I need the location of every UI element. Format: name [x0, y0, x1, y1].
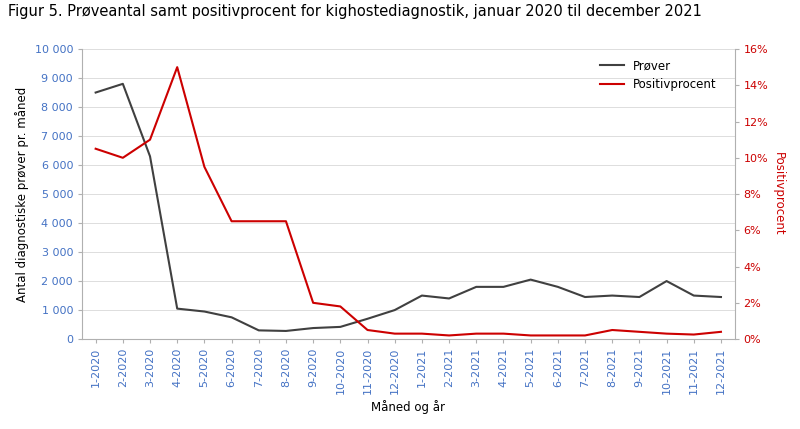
Positivprocent [308, 300, 318, 305]
Prøver [634, 294, 644, 299]
Prøver [417, 293, 426, 298]
Positivprocent [335, 304, 345, 309]
Positivprocent [526, 333, 535, 338]
Text: Figur 5. Prøveantal samt positivprocent for kighostediagnostik, januar 2020 til : Figur 5. Prøveantal samt positivprocent … [8, 4, 702, 19]
Positivprocent [173, 65, 182, 70]
Positivprocent [471, 331, 481, 336]
Prøver [281, 328, 290, 333]
Positivprocent [362, 327, 372, 332]
Positivprocent [199, 164, 209, 169]
Positivprocent [553, 333, 562, 338]
Positivprocent [254, 219, 263, 224]
Prøver [526, 277, 535, 282]
Positivprocent [716, 329, 726, 334]
Prøver [444, 296, 454, 301]
Prøver [662, 278, 671, 284]
Prøver [308, 326, 318, 331]
Line: Prøver: Prøver [96, 84, 721, 331]
Positivprocent [146, 137, 155, 142]
Positivprocent [226, 219, 236, 224]
Prøver [91, 90, 101, 95]
Prøver [173, 306, 182, 311]
Positivprocent [281, 219, 290, 224]
Prøver [226, 315, 236, 320]
Prøver [118, 81, 128, 86]
Prøver [335, 324, 345, 329]
Prøver [553, 284, 562, 290]
Positivprocent [417, 331, 426, 336]
Prøver [580, 294, 590, 299]
Prøver [390, 308, 399, 313]
Positivprocent [662, 331, 671, 336]
Positivprocent [580, 333, 590, 338]
Prøver [689, 293, 698, 298]
Positivprocent [444, 333, 454, 338]
X-axis label: Måned og år: Måned og år [371, 400, 446, 414]
Prøver [471, 284, 481, 290]
Prøver [362, 316, 372, 321]
Y-axis label: Antal diagnostiske prøver pr. måned: Antal diagnostiske prøver pr. måned [15, 86, 29, 302]
Prøver [607, 293, 617, 298]
Y-axis label: Positivprocent: Positivprocent [772, 152, 785, 236]
Positivprocent [118, 155, 128, 160]
Positivprocent [634, 329, 644, 334]
Positivprocent [390, 331, 399, 336]
Line: Positivprocent: Positivprocent [96, 67, 721, 335]
Prøver [254, 328, 263, 333]
Prøver [199, 309, 209, 314]
Prøver [716, 294, 726, 299]
Positivprocent [689, 332, 698, 337]
Positivprocent [498, 331, 508, 336]
Positivprocent [607, 327, 617, 332]
Prøver [146, 154, 155, 159]
Legend: Prøver, Positivprocent: Prøver, Positivprocent [595, 55, 722, 96]
Positivprocent [91, 146, 101, 151]
Prøver [498, 284, 508, 290]
